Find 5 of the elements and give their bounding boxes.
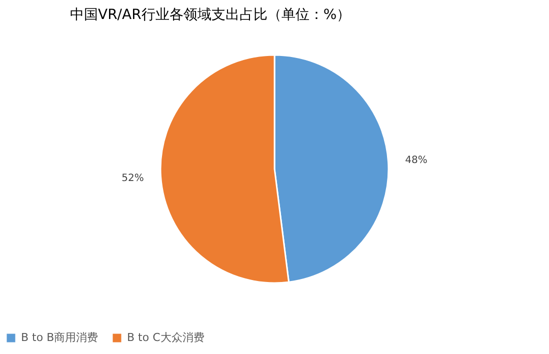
legend-label: B to B商用消费 [21, 331, 98, 344]
legend-label: B to C大众消费 [127, 331, 204, 344]
data-label: 48% [405, 155, 428, 166]
data-label: 52% [122, 172, 144, 184]
chart-title: 中国VR/AR行业各领域支出占比（单位：%） [70, 7, 351, 23]
